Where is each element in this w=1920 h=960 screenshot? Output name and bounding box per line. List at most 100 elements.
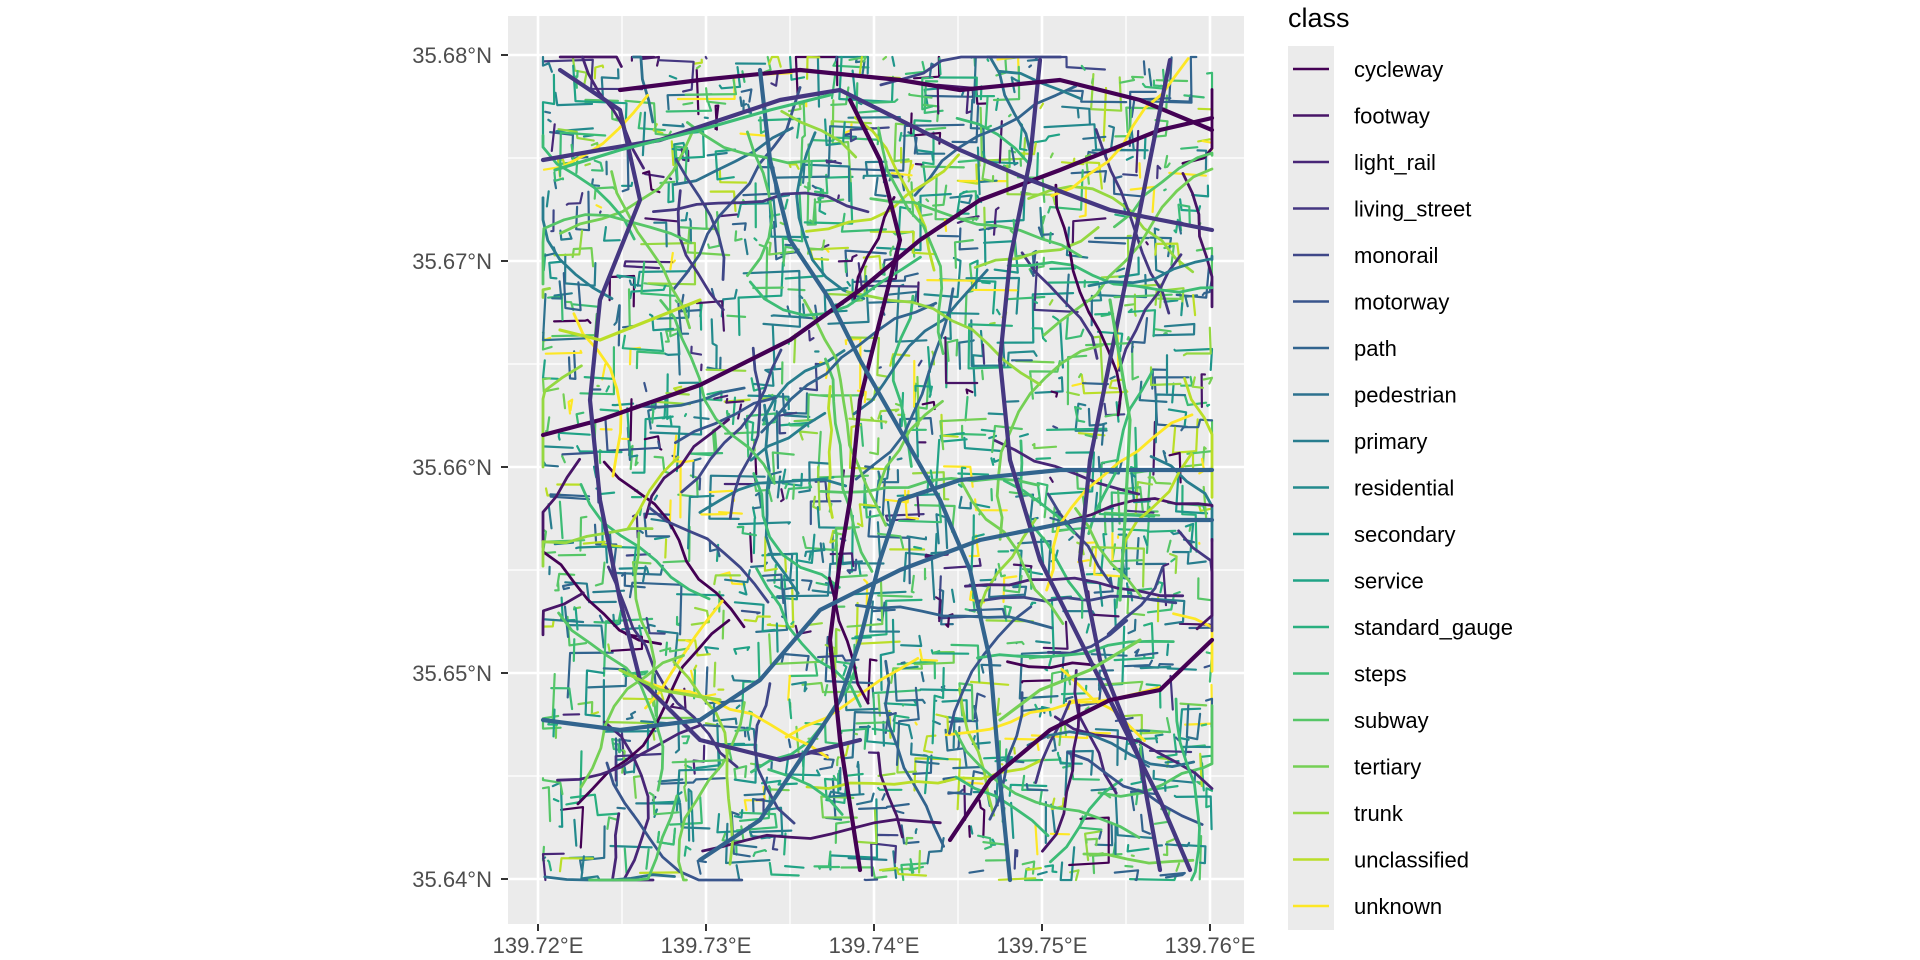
road-segment [569, 793, 620, 817]
road-segment [705, 87, 727, 105]
road-segment [541, 73, 556, 146]
road-segment [788, 662, 819, 678]
road-segment [935, 438, 941, 487]
road-segment [945, 338, 959, 362]
road-segment [1103, 511, 1161, 534]
road-segment [1067, 89, 1128, 104]
road-segment [703, 390, 723, 402]
road-segment [1169, 552, 1178, 575]
road-segment [565, 192, 584, 206]
road-segment [557, 611, 665, 792]
road-segment [1154, 733, 1164, 744]
road-segment [688, 218, 692, 244]
road-segment [760, 301, 938, 434]
road-segment [1183, 94, 1205, 99]
road-segment [662, 123, 685, 128]
road-segment [1082, 135, 1107, 140]
road-segment [587, 667, 628, 689]
road-segment [1175, 470, 1209, 515]
legend-label: pedestrian [1354, 383, 1457, 408]
road-segment [842, 711, 893, 760]
road-segment [775, 125, 875, 179]
road-segment [742, 269, 801, 328]
road-segment [1181, 484, 1198, 553]
road-segment [910, 742, 928, 757]
road-segment [1173, 794, 1213, 831]
road-segment [763, 403, 800, 595]
road-segment [877, 786, 903, 791]
road-segment [1035, 457, 1052, 460]
road-segment [1094, 312, 1113, 316]
road-segment [649, 381, 703, 436]
road-segment [816, 55, 870, 108]
road-segment [824, 357, 874, 573]
road-segment [819, 542, 825, 564]
road-segment [1013, 849, 1019, 870]
road-segment [1097, 704, 1214, 798]
legend-label: subway [1354, 708, 1429, 733]
road-segment [1078, 373, 1082, 379]
road-segment [657, 59, 695, 93]
road-segment [1028, 64, 1033, 68]
road-segment [1145, 683, 1162, 709]
road-segment [557, 431, 591, 441]
legend-label: light_rail [1354, 150, 1436, 175]
road-segment [617, 67, 1215, 133]
road-segment [1113, 151, 1214, 229]
road-segment [593, 64, 605, 80]
road-segment [690, 606, 711, 626]
road-segment [991, 838, 997, 846]
road-segment [784, 865, 805, 869]
road-segment [921, 76, 934, 111]
road-segment [743, 615, 771, 623]
road-segment [854, 598, 923, 638]
road-segment [746, 419, 757, 441]
road-segment [616, 806, 626, 810]
road-segment [1142, 60, 1146, 76]
road-segment [1085, 623, 1090, 634]
road-segment [1102, 533, 1108, 550]
road-segment [558, 298, 702, 342]
road-segment [617, 304, 621, 347]
road-segment [1177, 203, 1191, 232]
road-segment [1192, 294, 1197, 317]
road-segment [812, 466, 821, 511]
road-segment [683, 758, 688, 802]
road-segment [867, 290, 918, 304]
road-segment [1134, 648, 1159, 657]
road-segment [650, 791, 683, 804]
road-segment [603, 226, 621, 242]
road-segment [541, 550, 662, 646]
road-segment [1068, 816, 1110, 867]
road-segment [1175, 862, 1181, 872]
road-segment [935, 713, 950, 733]
road-segment [551, 782, 560, 788]
road-segment [989, 321, 996, 325]
road-segment [753, 682, 796, 825]
road-segment [547, 503, 553, 530]
road-segment [828, 790, 865, 798]
road-segment [1080, 64, 1086, 71]
road-segment [788, 698, 793, 720]
road-segment [704, 55, 708, 60]
road-segment [895, 686, 920, 766]
road-segment [600, 68, 620, 97]
road-segment [690, 345, 703, 356]
road-segment [998, 638, 1142, 722]
road-segment [905, 836, 914, 846]
road-segment [788, 422, 806, 427]
road-segment [640, 261, 676, 297]
road-segment [860, 98, 899, 105]
road-segment [704, 646, 720, 655]
road-segment [1036, 870, 1048, 876]
road-segment [548, 260, 564, 280]
road-segment [564, 253, 597, 287]
road-segment [604, 417, 661, 452]
road-segment [698, 478, 848, 514]
road-segment [1045, 413, 1194, 592]
road-segment [889, 245, 895, 257]
road-segment [695, 300, 725, 332]
road-segment [733, 809, 744, 819]
road-segment [541, 196, 614, 300]
road-segment [871, 714, 910, 733]
